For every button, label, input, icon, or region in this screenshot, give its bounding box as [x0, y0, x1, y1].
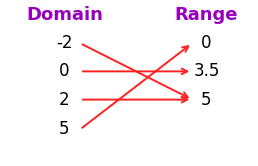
Text: Domain: Domain: [26, 6, 103, 24]
Text: 2: 2: [59, 91, 70, 109]
Text: 0: 0: [59, 62, 70, 80]
Text: 3.5: 3.5: [193, 62, 220, 80]
Text: Range: Range: [175, 6, 238, 24]
Text: 5: 5: [59, 121, 70, 138]
Text: 5: 5: [201, 91, 212, 109]
Text: 0: 0: [201, 34, 212, 52]
Text: -2: -2: [56, 34, 73, 52]
